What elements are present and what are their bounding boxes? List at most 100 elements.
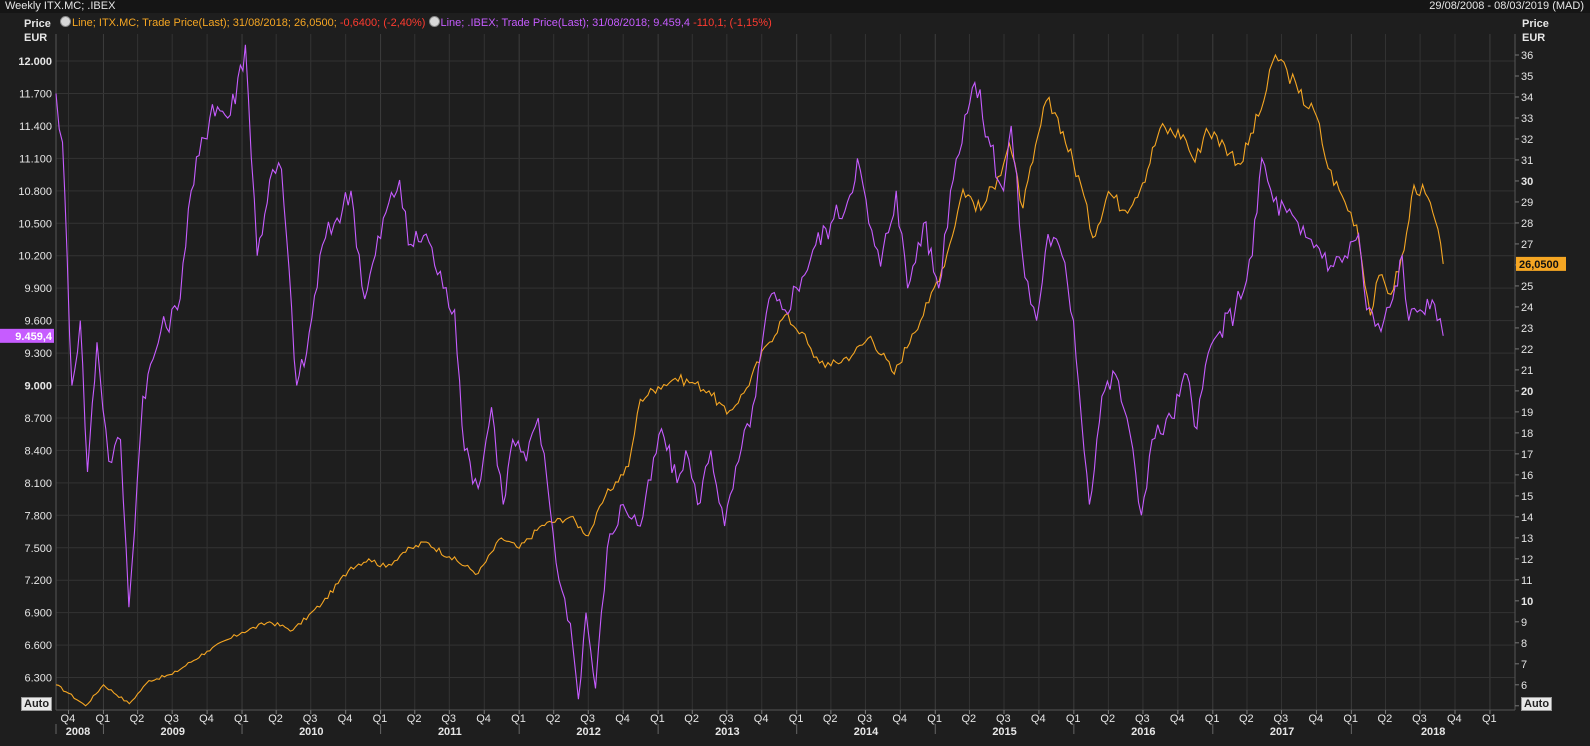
- x-year-label: 2012: [576, 726, 600, 738]
- right-tick-label: 15: [1521, 491, 1533, 503]
- x-quarter-label: Q3: [1412, 713, 1427, 725]
- chart-title: Weekly ITX.MC; .IBEX: [5, 0, 116, 12]
- right-tick-label: 19: [1521, 407, 1533, 419]
- x-quarter-label: Q2: [268, 713, 283, 725]
- right-tick-label: 11: [1521, 575, 1532, 587]
- right-tick-label: 17: [1521, 449, 1533, 461]
- left-tick-label: 6.600: [24, 640, 52, 652]
- x-quarter-label: Q4: [615, 713, 630, 725]
- date-range: 29/08/2008 - 08/03/2019 (MAD): [1429, 0, 1584, 12]
- left-tick-label: 7.800: [24, 510, 52, 522]
- left-tick-label: 9.600: [24, 316, 52, 328]
- left-tick-label: 6.900: [24, 608, 52, 620]
- right-axis-auto-button[interactable]: Auto: [1521, 697, 1553, 711]
- x-quarter-label: Q3: [996, 713, 1011, 725]
- x-quarter-label: Q1: [234, 713, 249, 725]
- x-year-label: 2011: [438, 726, 462, 738]
- chart-legend: Line; ITX.MC; Trade Price(Last); 31/08/2…: [60, 16, 772, 30]
- ibex-last-value: 9.459,4: [15, 331, 53, 343]
- x-year-label: 2010: [299, 726, 323, 738]
- right-tick-label: 27: [1521, 239, 1533, 251]
- legend-itx[interactable]: Line; ITX.MC; Trade Price(Last); 31/08/2…: [72, 17, 337, 29]
- x-year-label: 2018: [1421, 726, 1445, 738]
- x-quarter-label: Q4: [476, 713, 491, 725]
- right-tick-label: 34: [1521, 92, 1533, 104]
- x-quarter-label: Q1: [511, 713, 526, 725]
- right-tick-label: 18: [1521, 428, 1533, 440]
- x-quarter-label: Q4: [892, 713, 907, 725]
- x-quarter-label: Q2: [1100, 713, 1115, 725]
- right-tick-label: 14: [1521, 512, 1533, 524]
- left-axis-auto-button[interactable]: Auto: [21, 697, 53, 711]
- plot-area: [56, 34, 1515, 710]
- x-quarter-label: Q4: [1308, 713, 1323, 725]
- x-quarter-label: Q1: [927, 713, 942, 725]
- left-axis-price-label: Price: [24, 18, 51, 30]
- left-tick-label: 6.300: [24, 673, 52, 685]
- x-quarter-label: Q2: [130, 713, 145, 725]
- right-tick-label: 29: [1521, 197, 1533, 209]
- x-quarter-label: Q4: [1170, 713, 1185, 725]
- x-quarter-label: Q1: [373, 713, 388, 725]
- x-quarter-label: Q1: [1343, 713, 1358, 725]
- left-tick-label: 11.400: [19, 121, 52, 133]
- left-tick-label: 7.200: [24, 575, 52, 587]
- right-tick-label: 12: [1521, 554, 1533, 566]
- left-tick-label: 9.900: [24, 283, 52, 295]
- x-quarter-label: Q4: [61, 713, 76, 725]
- x-quarter-label: Q3: [719, 713, 734, 725]
- x-quarter-label: Q4: [338, 713, 353, 725]
- x-year-label: 2016: [1131, 726, 1155, 738]
- itx-last-value-badge: [1516, 256, 1566, 271]
- right-tick-label: 25: [1521, 281, 1533, 293]
- clock-icon[interactable]: [428, 16, 440, 27]
- left-tick-label: 8.700: [24, 413, 52, 425]
- x-year-label: 2013: [715, 726, 739, 738]
- itx-last-value: 26,0500: [1519, 259, 1559, 271]
- left-tick-label: 11.700: [19, 88, 52, 100]
- x-quarter-label: Q3: [1135, 713, 1150, 725]
- left-tick-label: 10.800: [18, 186, 52, 198]
- x-quarter-label: Q4: [1447, 713, 1462, 725]
- left-axis-header: Price EUR: [24, 17, 51, 45]
- x-year-label: 2008: [66, 726, 90, 738]
- right-axis-header: Price EUR: [1522, 17, 1549, 45]
- x-quarter-label: Q1: [1482, 713, 1497, 725]
- right-tick-label: 6: [1521, 680, 1527, 692]
- right-tick-label: 22: [1521, 344, 1533, 356]
- right-tick-label: 36: [1521, 50, 1533, 62]
- right-tick-label: 32: [1521, 134, 1533, 146]
- left-tick-label: 11.100: [19, 153, 52, 165]
- legend-ibex-change: -110,1; (-1,15%): [693, 17, 772, 29]
- right-tick-label: 7: [1521, 659, 1527, 671]
- right-tick-label: 31: [1521, 155, 1533, 167]
- x-quarter-label: Q1: [789, 713, 804, 725]
- left-tick-label: 7.500: [24, 543, 52, 555]
- right-tick-label: 28: [1521, 218, 1533, 230]
- left-tick-label: 10.200: [18, 251, 52, 263]
- left-tick-label: 12.000: [18, 56, 52, 68]
- x-quarter-label: Q1: [1066, 713, 1081, 725]
- x-quarter-label: Q1: [95, 713, 110, 725]
- right-axis-price-label: Price: [1522, 18, 1549, 30]
- right-tick-label: 20: [1521, 386, 1533, 398]
- chart-header-bar: Weekly ITX.MC; .IBEX 29/08/2008 - 08/03/…: [0, 0, 1590, 13]
- right-tick-label: 8: [1521, 638, 1527, 650]
- x-quarter-label: Q2: [546, 713, 561, 725]
- right-tick-label: 35: [1521, 71, 1533, 83]
- x-year-label: 2014: [854, 726, 879, 738]
- x-year-label: 2009: [161, 726, 185, 738]
- right-tick-label: 21: [1521, 365, 1533, 377]
- x-quarter-label: Q2: [684, 713, 699, 725]
- x-quarter-label: Q4: [1031, 713, 1046, 725]
- x-quarter-label: Q1: [650, 713, 665, 725]
- right-tick-label: 16: [1521, 470, 1533, 482]
- legend-ibex[interactable]: Line; .IBEX; Trade Price(Last); 31/08/20…: [440, 17, 691, 29]
- x-quarter-label: Q2: [961, 713, 976, 725]
- x-quarter-label: Q4: [754, 713, 769, 725]
- left-tick-label: 9.300: [24, 348, 52, 360]
- right-tick-label: 13: [1521, 533, 1533, 545]
- legend-itx-change: -0,6400; (-2,40%): [339, 17, 426, 29]
- clock-icon[interactable]: [60, 16, 71, 27]
